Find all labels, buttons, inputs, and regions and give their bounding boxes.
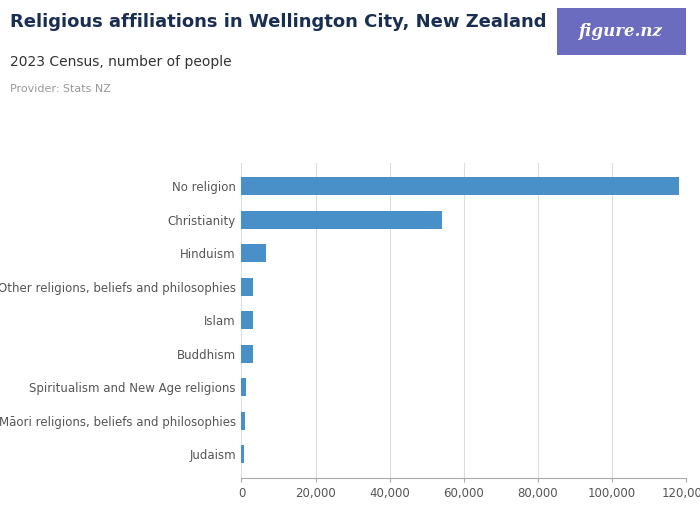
Bar	[241, 278, 253, 296]
Text: 2023 Census, number of people: 2023 Census, number of people	[10, 55, 232, 69]
Bar	[241, 244, 265, 262]
Bar	[241, 344, 253, 363]
Bar	[241, 445, 244, 464]
Text: Religious affiliations in Wellington City, New Zealand: Religious affiliations in Wellington Cit…	[10, 13, 547, 31]
Text: figure.nz: figure.nz	[580, 23, 664, 40]
Bar	[241, 378, 246, 396]
Bar	[241, 211, 442, 229]
Bar	[241, 412, 245, 430]
Bar	[241, 311, 253, 330]
Text: Provider: Stats NZ: Provider: Stats NZ	[10, 84, 111, 94]
Bar	[241, 177, 678, 195]
